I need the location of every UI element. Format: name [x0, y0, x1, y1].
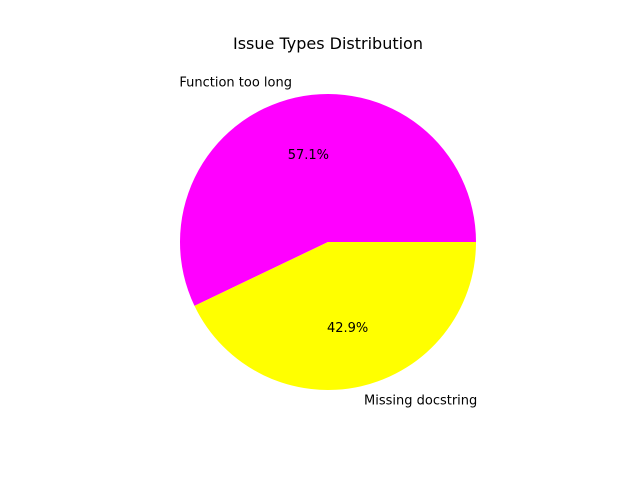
pie-slice	[194, 242, 476, 391]
slice-percent-label: 57.1%	[288, 148, 329, 163]
pie-slices	[180, 94, 477, 391]
slice-percent-label: 42.9%	[327, 321, 368, 336]
chart-title: Issue Types Distribution	[233, 34, 423, 53]
pie-slice	[180, 94, 477, 306]
slice-category-label: Missing docstring	[364, 393, 477, 408]
pie-labels: Function too long 57.1% Missing docstring 4…	[179, 76, 477, 409]
slice-category-label: Function too long	[179, 76, 292, 91]
